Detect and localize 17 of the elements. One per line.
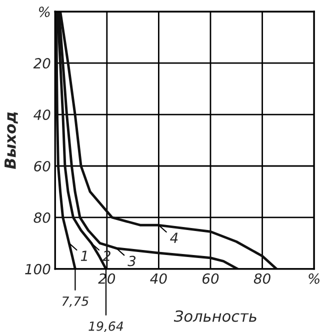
- y-tick-label: 40: [34, 110, 50, 120]
- annotation: 19,64: [88, 321, 123, 332]
- annotation: 1: [80, 250, 87, 261]
- x-tick-label: 80: [254, 273, 270, 284]
- annotation: 7,75: [62, 296, 88, 308]
- x-tick-label: %: [308, 273, 320, 284]
- x-tick-label: 40: [150, 273, 167, 284]
- y-tick-label: 20: [33, 58, 50, 69]
- x-axis-title: Зольность: [174, 310, 256, 322]
- x-tick-label: 60: [202, 273, 219, 284]
- y-tick-label: 100: [25, 264, 50, 274]
- y-tick-label: %: [39, 6, 50, 18]
- annotation: 3: [128, 256, 136, 266]
- y-tick-label: 80: [34, 212, 50, 223]
- y-tick-label: 60: [34, 160, 50, 172]
- y-axis-title: Выход: [4, 112, 18, 170]
- annotation: 4: [170, 232, 178, 243]
